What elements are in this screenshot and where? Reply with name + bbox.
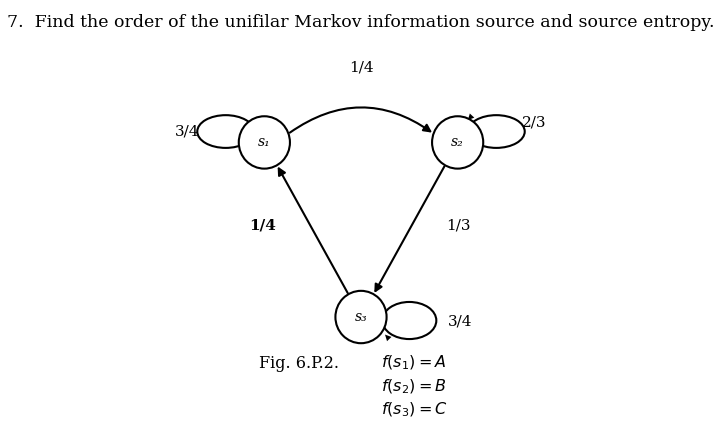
Ellipse shape: [432, 116, 483, 169]
Text: 3/4: 3/4: [448, 314, 473, 328]
FancyArrowPatch shape: [375, 167, 444, 291]
Text: 7.  Find the order of the unifilar Markov information source and source entropy.: 7. Find the order of the unifilar Markov…: [7, 14, 715, 30]
Text: s₁: s₁: [258, 135, 271, 149]
Text: s₃: s₃: [355, 310, 367, 324]
Ellipse shape: [239, 116, 290, 169]
Text: Fig. 6.P.2.: Fig. 6.P.2.: [258, 354, 339, 372]
Text: s₂: s₂: [451, 135, 464, 149]
Text: 2/3: 2/3: [522, 116, 547, 130]
Text: $f(s_3) = C$: $f(s_3) = C$: [381, 400, 448, 419]
Ellipse shape: [336, 291, 386, 343]
Text: $f(s_2) = B$: $f(s_2) = B$: [381, 377, 447, 396]
FancyArrowPatch shape: [243, 143, 254, 149]
Text: 1/4: 1/4: [349, 61, 373, 75]
Text: 1/4: 1/4: [249, 218, 276, 232]
FancyArrowPatch shape: [290, 107, 430, 133]
Text: 1/3: 1/3: [446, 218, 471, 232]
Text: $f(s_1) = A$: $f(s_1) = A$: [381, 353, 446, 372]
Text: 3/4: 3/4: [175, 125, 200, 138]
FancyArrowPatch shape: [468, 114, 479, 120]
FancyArrowPatch shape: [385, 335, 399, 341]
FancyArrowPatch shape: [279, 168, 348, 293]
